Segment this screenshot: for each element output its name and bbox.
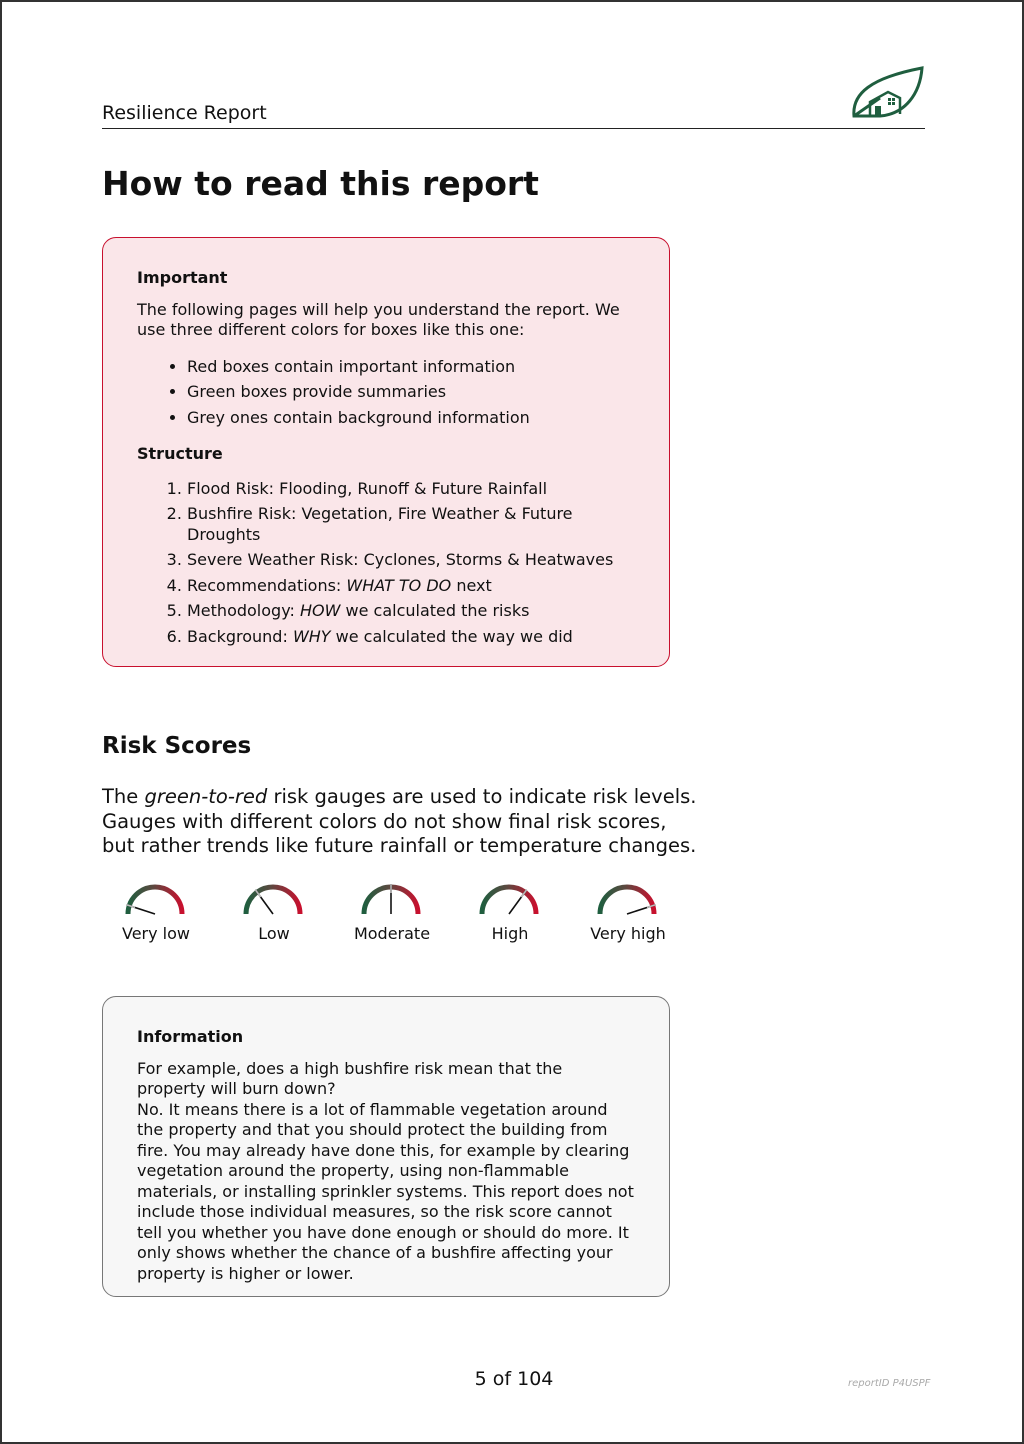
list-item: Bushfire Risk: Vegetation, Fire Weather … bbox=[187, 504, 635, 545]
gauge-label: Very low bbox=[122, 924, 190, 943]
risk-scores-intro: The green-to-red risk gauges are used to… bbox=[102, 785, 697, 857]
list-item: Flood Risk: Flooding, Runoff & Future Ra… bbox=[187, 479, 635, 500]
list-item: Background: WHY we calculated the way we… bbox=[187, 627, 635, 648]
information-heading: Information bbox=[137, 1027, 244, 1046]
gauge-label: Very high bbox=[590, 924, 666, 943]
list-item: Grey ones contain background information bbox=[187, 408, 635, 429]
gauge-label: Low bbox=[258, 924, 290, 943]
gauge-arc bbox=[125, 884, 185, 915]
page-number: 5 of 104 bbox=[474, 1368, 554, 1390]
gauge-arc bbox=[243, 884, 303, 915]
box-color-list: Red boxes contain important information … bbox=[137, 357, 635, 429]
report-header-title: Resilience Report bbox=[102, 102, 267, 124]
information-box: Information For example, does a high bus… bbox=[102, 996, 670, 1297]
structure-list: Flood Risk: Flooding, Runoff & Future Ra… bbox=[137, 479, 635, 648]
risk-gauges: Very low Low Moderate High Very high bbox=[97, 880, 687, 943]
page-title: How to read this report bbox=[102, 164, 539, 203]
important-text: The following pages will help you unders… bbox=[137, 299, 620, 340]
gauge-label: High bbox=[491, 924, 529, 943]
information-answer: No. It means there is a lot of flammable… bbox=[137, 1099, 634, 1283]
list-item: Recommendations: WHAT TO DO next bbox=[187, 576, 635, 597]
list-item: Green boxes provide summaries bbox=[187, 382, 635, 403]
gauge-label: Moderate bbox=[353, 924, 431, 943]
important-heading: Important bbox=[137, 268, 228, 287]
gauge-icon bbox=[597, 884, 657, 915]
report-id: reportID P4USPF bbox=[848, 1378, 931, 1389]
list-item: Red boxes contain important information bbox=[187, 357, 635, 378]
gauge-arc bbox=[479, 884, 539, 915]
gauge-icon bbox=[361, 884, 421, 915]
risk-gauge: Very high bbox=[569, 880, 687, 943]
risk-gauge: Low bbox=[215, 880, 333, 943]
structure-heading: Structure bbox=[137, 444, 223, 463]
gauge-icon bbox=[479, 884, 539, 915]
information-question: For example, does a high bushfire risk m… bbox=[137, 1058, 563, 1099]
list-item: Severe Weather Risk: Cyclones, Storms & … bbox=[187, 550, 635, 571]
important-box: Important The following pages will help … bbox=[102, 237, 670, 667]
gauge-icon bbox=[243, 884, 303, 915]
list-item: Methodology: HOW we calculated the risks bbox=[187, 601, 635, 622]
risk-gauge: Very low bbox=[97, 880, 215, 943]
risk-scores-heading: Risk Scores bbox=[102, 733, 252, 759]
risk-gauge: Moderate bbox=[333, 880, 451, 943]
risk-gauge: High bbox=[451, 880, 569, 943]
header-divider bbox=[102, 128, 925, 129]
gauge-icon bbox=[125, 884, 185, 915]
leaf-house-logo-icon bbox=[852, 66, 924, 118]
gauge-arc bbox=[597, 884, 657, 915]
